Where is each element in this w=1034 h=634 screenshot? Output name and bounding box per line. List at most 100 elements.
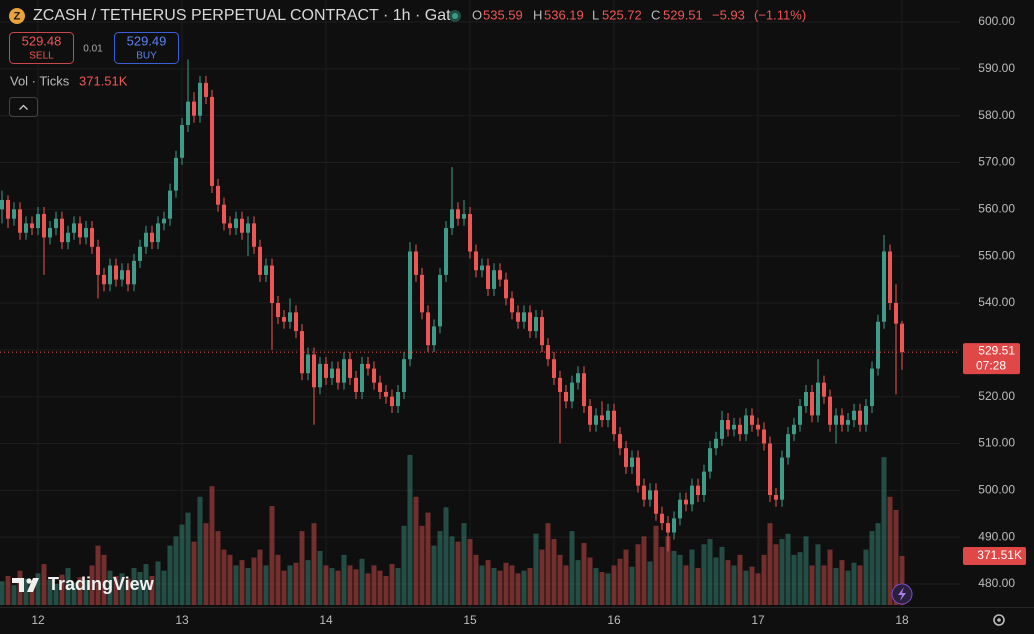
volume-bar [881,457,887,605]
volume-bar [167,545,173,605]
candle-body [306,354,310,374]
volume-bar [725,560,731,605]
volume-bar [53,583,59,605]
volume-bar [743,570,749,605]
brand-logo [12,578,39,592]
volume-bar [41,564,47,605]
volume-bar [77,577,83,605]
volume-bar [587,557,593,605]
volume-bar [149,575,155,605]
candle-body [630,457,634,467]
volume-bar [827,549,833,605]
legend-close: 529.51 [663,7,703,22]
candle-body [660,513,664,524]
candle-body [36,214,40,229]
candle-body [474,251,478,271]
candle-body [168,190,172,219]
y-tick-label: 600.00 [978,14,1015,28]
collapse-caret [19,104,28,110]
volume-bar [737,554,743,605]
volume-bar [239,560,245,605]
volume-bar [179,524,185,605]
volume-bar [419,525,425,605]
volume-bar [125,578,131,605]
volume-bar [635,544,641,605]
candle-body [654,490,658,514]
candle-body [504,279,508,299]
candle-body [534,317,538,332]
volume-bar [443,507,449,605]
volume-bar [35,573,41,605]
volume-bar [377,570,383,605]
candle-body [468,214,472,252]
volume-bar [101,554,107,605]
volume-bar [653,525,659,605]
candle-body [678,499,682,519]
collapse-button[interactable] [9,97,38,117]
x-tick-label: 16 [607,613,621,627]
candle-body [144,232,148,247]
candle-body [618,434,622,449]
candle-body [324,363,328,378]
candle-body [522,312,526,322]
volume-bar [341,554,347,605]
candle-body [792,424,796,435]
volume-bar [437,531,443,605]
candle-body [312,354,316,388]
candle-body [834,415,838,425]
candle-body [90,228,94,247]
volume-bar [899,555,905,605]
y-tick-label: 590.00 [978,61,1015,75]
volume-bar [767,523,773,605]
candle-body [126,270,130,285]
countdown-label: 07:28 [976,358,1006,372]
volume-bar [497,570,503,605]
candle-body [54,218,58,229]
volume-bar [887,496,893,605]
buy-button[interactable] [114,32,179,64]
volume-pane [0,454,905,605]
candle-body [252,223,256,247]
candle-body [768,443,772,496]
chart-title: ZCASH / TETHERUS PERPETUAL CONTRACT · 1h… [33,7,460,24]
volume-bar [623,549,629,605]
candle-body [816,382,820,416]
legend-change: −5.93 [712,7,745,22]
settings-button[interactable] [993,614,1005,626]
volume-bar [401,525,407,605]
candle-body [96,246,100,275]
candle-body [624,448,628,467]
volume-bar [647,561,653,605]
sell-label: SELL [29,51,54,62]
candle-body [276,303,280,318]
sell-button[interactable] [9,32,74,64]
candle-body [642,485,646,500]
volume-bar [467,539,473,605]
volume-bar [851,562,857,605]
candle-body [402,359,406,392]
overlay: Z ZCASH / TETHERUS PERPETUAL CONTRACT · … [0,7,1034,627]
volume-bar [473,554,479,605]
volume-bar [221,549,227,605]
volume-bar [509,565,515,605]
candle-body [786,434,790,458]
candle-body [0,199,4,210]
x-tick-label: 12 [31,613,45,627]
candle-body [648,490,652,500]
candle-body [162,218,166,224]
legend-letter: L [592,7,599,22]
volume-bar [461,523,467,605]
candle-body [864,406,868,425]
volume-bar [893,509,899,605]
candle-body [558,377,562,392]
volume-bar [503,562,509,605]
candle-body [42,214,46,238]
volume-bar [173,536,179,605]
status-dot [452,13,458,19]
volume-bar [119,573,125,605]
candle-body [342,359,346,383]
candle-body [456,209,460,219]
volume-bar [551,539,557,605]
volume-bar [677,554,683,605]
